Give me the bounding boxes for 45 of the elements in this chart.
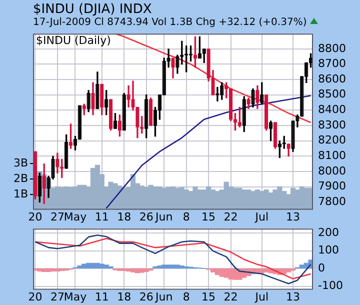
y-tick-label: 8100 (318, 149, 346, 162)
x-tick-label: Jun (154, 210, 173, 224)
x-tick-label: 8 (182, 290, 190, 304)
chart-title: $INDU (DJIA) INDX (33, 2, 152, 17)
y-tick-label: 7900 (318, 180, 346, 193)
chart-subtitle: 17-Jul-2009 Cl 8743.94 Vol 1.3B Chg +32.12 (+0.37%) (33, 17, 308, 28)
y-tick-label: 8800 (318, 42, 346, 55)
x-tick-label: 18 (117, 290, 132, 304)
x-tick-label: 15 (202, 290, 216, 304)
y-tick-label: 8500 (318, 88, 346, 101)
y-tick-label: -100 (318, 279, 343, 292)
x-tick-label: 13 (286, 290, 300, 304)
x-tick-label: Jul (254, 210, 269, 224)
x-tick-label: May (64, 210, 88, 224)
x-tick-label: 22 (224, 210, 238, 224)
y-tick-label: 8000 (318, 164, 346, 178)
x-tick-label: 27 (50, 290, 64, 304)
x-tick-label: Jun (154, 290, 173, 304)
x-tick-label: 18 (117, 210, 132, 224)
x-tick-label: Jul (254, 290, 269, 304)
x-tick-label: 13 (286, 210, 300, 224)
x-tick-label: 22 (224, 290, 238, 304)
x-tick-label: 15 (202, 210, 216, 224)
x-tick-label: May (64, 290, 88, 304)
y-tick-label: 8600 (318, 72, 346, 86)
y-tick-label: 100 (318, 244, 339, 257)
y-tick-label: 8400 (318, 103, 346, 116)
annotation: $INDU (Daily) (36, 34, 111, 47)
x-tick-label: 11 (94, 290, 109, 304)
y2-tick-label: 2B (13, 172, 28, 185)
y-tick-label: 200 (318, 226, 339, 239)
x-tick-label: 11 (94, 210, 109, 224)
y-tick-label: 8700 (318, 57, 346, 70)
y2-tick-label: 1B (13, 187, 28, 200)
y-tick-label: 8200 (318, 134, 346, 147)
x-tick-label: 27 (50, 210, 64, 224)
y2-tick-label: 3B (13, 156, 28, 170)
y-tick-label: 7800 (318, 195, 346, 208)
y-tick-label: 8300 (318, 118, 346, 132)
x-tick-label: 26 (139, 210, 154, 224)
x-tick-label: 8 (182, 210, 190, 224)
x-tick-label: 20 (28, 290, 42, 304)
x-tick-label: 20 (28, 210, 42, 224)
x-tick-label: 26 (139, 290, 154, 304)
y-tick-label: 0 (318, 261, 325, 274)
